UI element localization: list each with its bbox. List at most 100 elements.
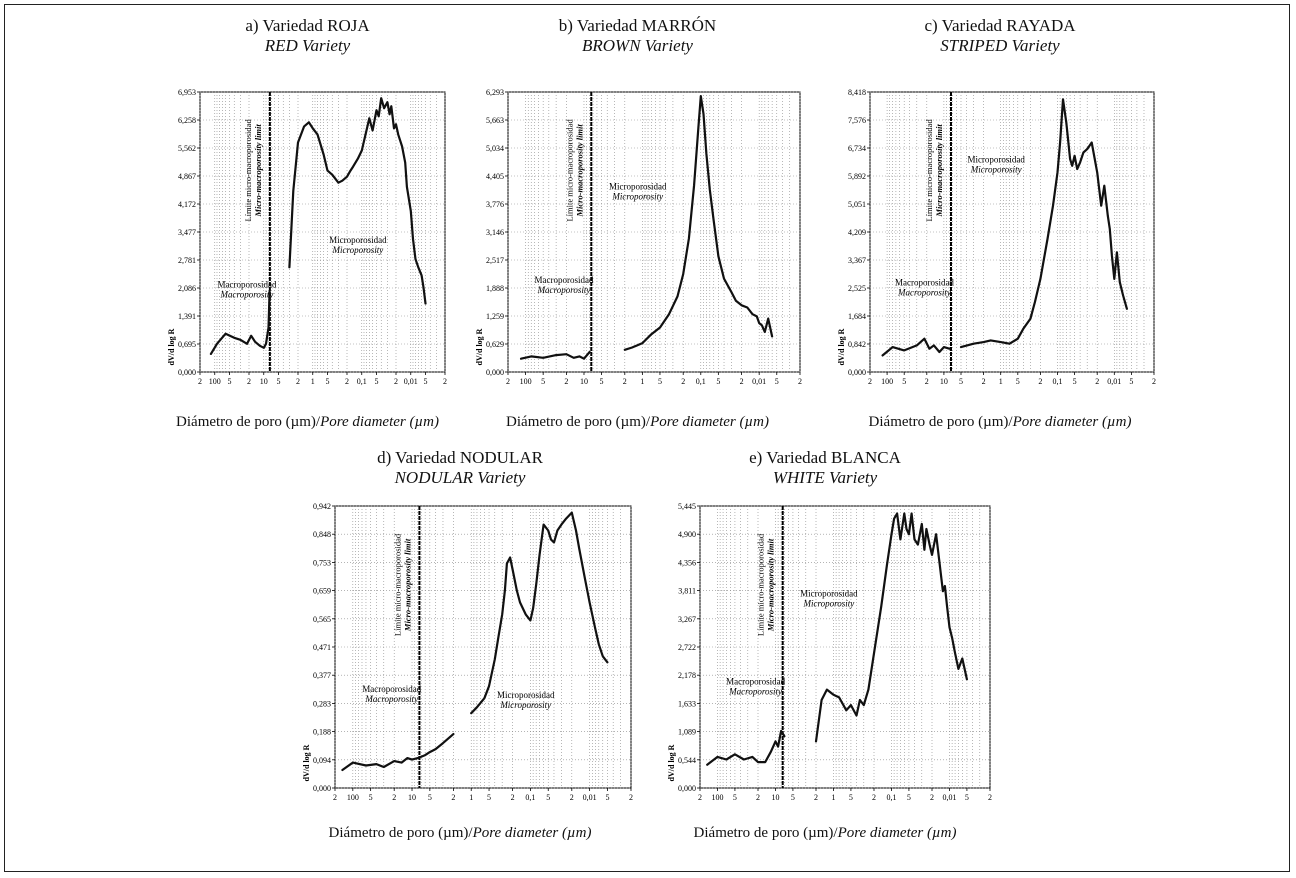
x-axis-label-es: Diámetro de poro (µm)/ — [328, 825, 473, 841]
y-tick-label: 5,562 — [178, 144, 196, 153]
x-tick-label: 2 — [681, 377, 685, 386]
x-tick-label: 5 — [541, 377, 545, 386]
series-line — [519, 350, 591, 360]
panel-e-white: e) Variedad BLANCA WHITE Variety 0,000 0,… — [655, 448, 995, 848]
y-tick-label: 1,391 — [178, 312, 196, 321]
panel-subtitle: BROWN Variety — [582, 36, 693, 55]
y-tick-label: 0,659 — [313, 587, 331, 596]
x-tick-label: 2 — [1038, 377, 1042, 386]
series-line — [814, 512, 968, 743]
annotation-en: Microporosity — [611, 192, 663, 202]
x-tick-label: 0,01 — [942, 793, 956, 802]
panel-title: c) Variedad RAYADA — [924, 16, 1076, 35]
x-axis-label-es: Diámetro de poro (µm)/ — [868, 414, 1013, 430]
x-tick-label: 2 — [988, 793, 992, 802]
y-tick-label: 6,293 — [486, 88, 504, 97]
annotation-en: Microporosity — [499, 700, 551, 710]
annotation-en: Microporosity — [802, 598, 854, 608]
limit-label-en: Micro-macroporosity limit — [253, 124, 263, 218]
x-tick-label: 2 — [814, 793, 818, 802]
x-tick-label: 2 — [296, 377, 300, 386]
x-tick-label: 10 — [771, 793, 779, 802]
chart-a: 0,000 0,695 1,391 2,086 2,781 3,477 4,172 4,867… — [167, 88, 447, 386]
y-tick-label: 1,259 — [486, 312, 504, 321]
panel-title: d) Variedad NODULAR — [377, 448, 543, 467]
y-tick-label: 0,842 — [848, 340, 866, 349]
annotation-en: Macroporosity — [537, 285, 591, 295]
plot-frame — [507, 91, 801, 373]
x-tick-label: 100 — [520, 377, 532, 386]
x-axis-label-en: Pore diameter (µm) — [837, 825, 957, 841]
y-tick-label: 0,629 — [486, 340, 504, 349]
y-tick-label: 0,188 — [313, 728, 331, 737]
x-tick-label: 5 — [1129, 377, 1133, 386]
x-tick-label: 5 — [326, 377, 330, 386]
y-tick-label: 5,663 — [486, 116, 504, 125]
series-line — [341, 733, 455, 772]
y-tick-label: 2,781 — [178, 256, 196, 265]
annotation-es: Macroporosidad — [217, 279, 276, 289]
x-tick-label: 5 — [369, 793, 373, 802]
panel-a-red: a) Variedad ROJA RED Variety 0,000 0,695 1… — [167, 16, 447, 431]
x-tick-label: 0,01 — [1107, 377, 1121, 386]
annotation-es: Macroporosidad — [362, 684, 421, 694]
x-tick-label: 5 — [1073, 377, 1077, 386]
y-tick-label: 1,633 — [678, 699, 696, 708]
y-tick-label: 4,900 — [678, 530, 696, 539]
x-tick-label: 5 — [959, 377, 963, 386]
x-tick-label: 2 — [930, 793, 934, 802]
x-tick-label: 0,1 — [525, 793, 535, 802]
x-tick-label: 2 — [443, 377, 447, 386]
x-tick-label: 2 — [868, 377, 872, 386]
x-tick-label: 2 — [756, 793, 760, 802]
limit-label-en: Micro-macroporosity limit — [934, 124, 944, 218]
panel-c-striped: c) Variedad RAYADA STRIPED Variety 0,000… — [830, 16, 1170, 431]
y-tick-label: 4,405 — [486, 172, 504, 181]
x-tick-label: 5 — [375, 377, 379, 386]
annotation-en: Microporosity — [331, 245, 383, 255]
x-axis-caption: Diámetro de poro (µm)/Pore diameter (µm) — [460, 414, 815, 431]
x-tick-label: 0,1 — [696, 377, 706, 386]
x-axis-label-en: Pore diameter (µm) — [650, 414, 769, 430]
y-tick-label: 0,753 — [313, 558, 331, 567]
y-tick-label: 6,734 — [848, 144, 866, 153]
y-tick-label: 0,848 — [313, 530, 331, 539]
panel-title: e) Variedad BLANCA — [749, 448, 901, 467]
series-line — [470, 511, 609, 715]
panel-subtitle: WHITE Variety — [772, 468, 878, 487]
x-tick-label: 10 — [408, 793, 416, 802]
annotation-es: Macroporosidad — [534, 275, 593, 285]
panel-d-nodular: d) Variedad NODULAR NODULAR Variety 0,00… — [285, 448, 635, 848]
x-tick-label: 2 — [333, 793, 337, 802]
y-tick-label: 3,776 — [486, 200, 504, 209]
x-tick-label: 0,1 — [357, 377, 367, 386]
y-tick-label: 3,367 — [848, 256, 866, 265]
y-tick-label: 8,418 — [848, 88, 866, 97]
annotation-es: Macroporosidad — [726, 676, 785, 686]
y-tick-label: 0,000 — [678, 784, 696, 793]
annotation-es: Microporosidad — [609, 182, 667, 192]
x-tick-label: 2 — [394, 377, 398, 386]
y-axis-label: dV/d log R — [667, 744, 676, 781]
x-tick-label: 0,01 — [583, 793, 597, 802]
y-tick-label: 6,258 — [178, 116, 196, 125]
y-tick-label: 0,000 — [313, 784, 331, 793]
y-tick-label: 3,477 — [178, 228, 196, 237]
annotation-en: Macroporosity — [364, 694, 418, 704]
x-tick-label: 2 — [1095, 377, 1099, 386]
y-axis-label: dV/d log R — [302, 744, 311, 781]
y-tick-label: 0,000 — [848, 368, 866, 377]
y-tick-label: 0,000 — [178, 368, 196, 377]
x-axis-label-en: Pore diameter (µm) — [320, 414, 439, 430]
series-line — [706, 729, 786, 766]
x-tick-label: 5 — [1016, 377, 1020, 386]
x-tick-label: 5 — [658, 377, 662, 386]
x-tick-label: 5 — [605, 793, 609, 802]
x-tick-label: 2 — [451, 793, 455, 802]
y-tick-label: 1,684 — [848, 312, 866, 321]
annotation-en: Macroporosity — [220, 289, 274, 299]
x-axis-caption: Diámetro de poro (µm)/Pore diameter (µm) — [830, 414, 1170, 431]
y-tick-label: 2,517 — [486, 256, 504, 265]
x-tick-label: 5 — [428, 793, 432, 802]
panel-title: b) Variedad MARRÓN — [558, 16, 717, 35]
